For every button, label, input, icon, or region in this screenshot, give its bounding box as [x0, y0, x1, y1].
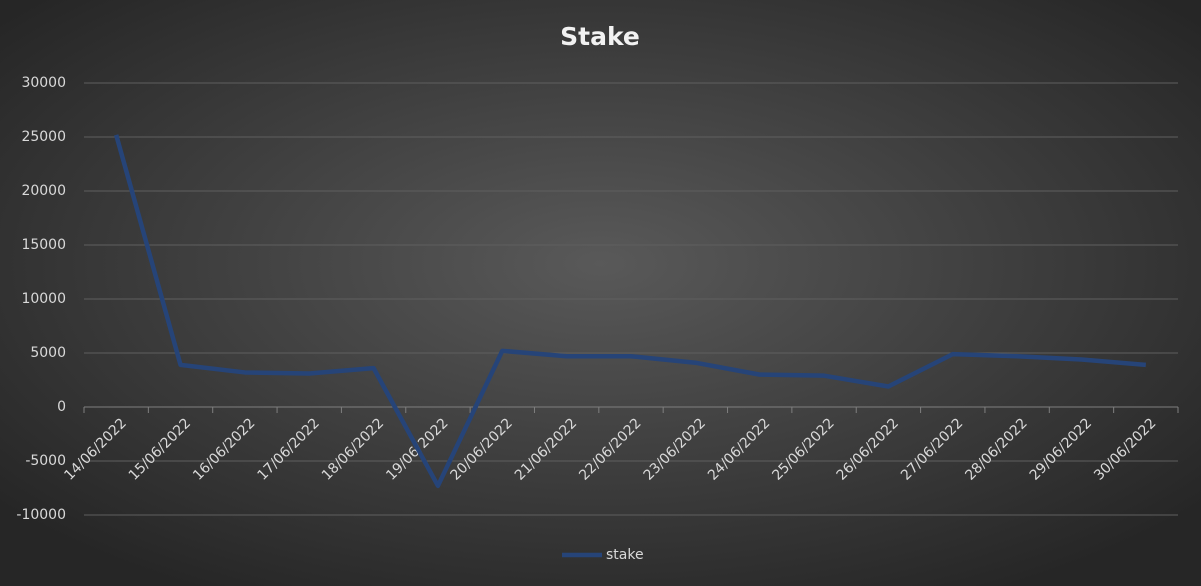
legend-label: stake [606, 547, 644, 563]
y-tick-label: -5000 [25, 453, 66, 469]
y-tick-label: -10000 [16, 507, 66, 523]
y-tick-label: 30000 [21, 75, 66, 91]
y-tick-label: 25000 [21, 129, 66, 145]
y-tick-label: 5000 [30, 345, 66, 361]
line-series [114, 134, 1147, 489]
chart-title: Stake [560, 22, 640, 51]
y-tick-label: 0 [57, 399, 66, 415]
y-tick-label: 15000 [21, 237, 66, 253]
y-tick-label: 10000 [21, 291, 66, 307]
y-tick-label: 20000 [21, 183, 66, 199]
